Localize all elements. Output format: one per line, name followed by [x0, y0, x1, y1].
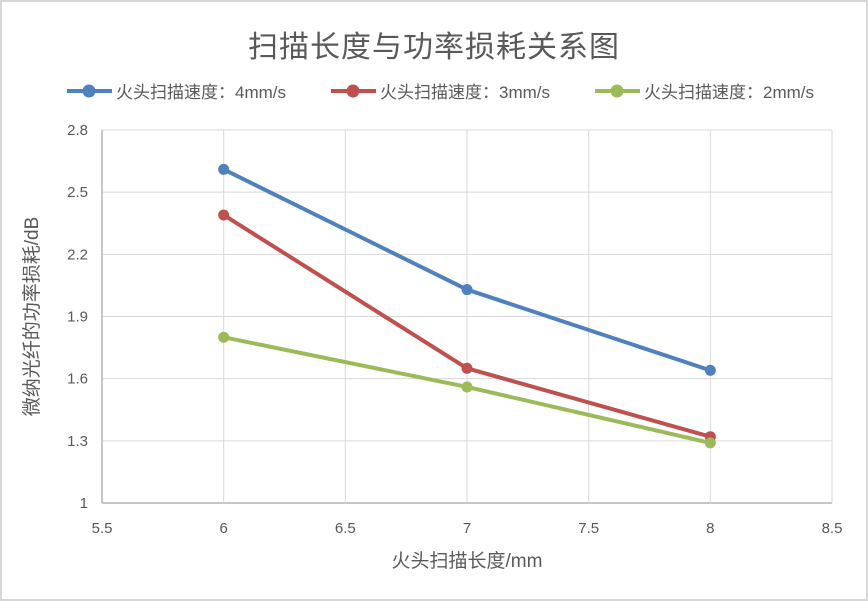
data-point-series-1 [704, 364, 716, 376]
y-tick-label: 1.6 [67, 371, 88, 388]
y-tick-label: 1.9 [67, 309, 88, 326]
y-axis-title: 微纳光纤的功率损耗/dB [21, 217, 43, 417]
data-point-series-3 [218, 331, 230, 343]
x-tick-label: 8 [706, 520, 714, 537]
legend-label: 火头扫描速度：3mm/s [380, 83, 550, 102]
x-tick-label: 6.5 [335, 520, 356, 537]
legend-label: 火头扫描速度：4mm/s [116, 83, 286, 102]
chart-legend: 火头扫描速度：4mm/s 火头扫描速度：3mm/s 火头扫描速度：2mm/s [66, 78, 814, 103]
legend-line-marker-icon [67, 84, 112, 97]
data-point-series-2 [461, 362, 473, 374]
chart-title: 扫描长度与功率损耗关系图 [248, 31, 620, 64]
data-point-series-2 [218, 209, 230, 221]
data-point-series-3 [704, 437, 716, 449]
legend-item-1: 火头扫描速度：4mm/s [66, 78, 286, 103]
x-tick-label: 6 [219, 520, 227, 537]
x-tick-label: 7 [463, 520, 471, 537]
legend-label: 火头扫描速度：2mm/s [644, 83, 814, 102]
x-axis-title: 火头扫描长度/mm [392, 550, 543, 572]
legend-line-marker-icon [331, 84, 376, 97]
data-point-series-3 [461, 381, 473, 393]
y-tick-label: 2.8 [67, 122, 88, 139]
y-tick-label: 1.3 [67, 433, 88, 450]
legend-item-3: 火头扫描速度：2mm/s [594, 78, 814, 103]
y-tick-label: 2.2 [67, 246, 88, 263]
data-point-series-1 [218, 163, 230, 175]
x-tick-label: 5.5 [92, 520, 113, 537]
x-tick-label: 7.5 [578, 520, 599, 537]
legend-line-marker-icon [595, 84, 640, 97]
legend-item-2: 火头扫描速度：3mm/s [330, 78, 550, 103]
x-tick-label: 8.5 [822, 520, 843, 537]
y-tick-label: 2.5 [67, 184, 88, 201]
y-tick-label: 1 [80, 495, 88, 512]
data-point-series-1 [461, 284, 473, 296]
